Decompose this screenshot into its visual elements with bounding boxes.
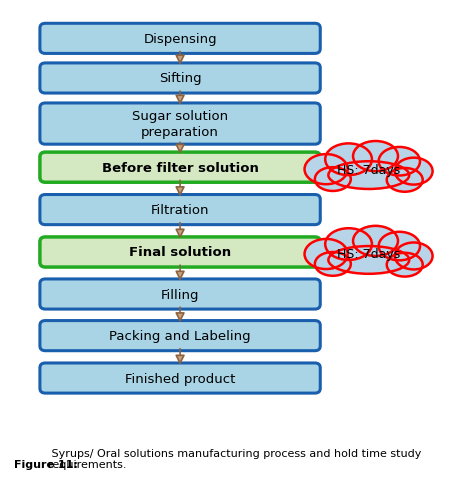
Ellipse shape bbox=[329, 162, 409, 190]
FancyBboxPatch shape bbox=[40, 153, 320, 183]
Text: HS: 7days: HS: 7days bbox=[337, 248, 401, 261]
Text: Before filter solution: Before filter solution bbox=[102, 161, 258, 174]
Ellipse shape bbox=[338, 250, 350, 255]
Ellipse shape bbox=[321, 250, 332, 255]
FancyBboxPatch shape bbox=[40, 64, 320, 94]
FancyBboxPatch shape bbox=[40, 24, 320, 54]
FancyBboxPatch shape bbox=[40, 238, 320, 267]
Ellipse shape bbox=[329, 247, 409, 274]
Ellipse shape bbox=[315, 252, 351, 276]
FancyBboxPatch shape bbox=[40, 104, 320, 145]
Ellipse shape bbox=[395, 243, 432, 270]
Ellipse shape bbox=[379, 232, 420, 261]
FancyBboxPatch shape bbox=[40, 321, 320, 351]
Text: Packing and Labeling: Packing and Labeling bbox=[109, 329, 251, 342]
Text: Syrups/ Oral solutions manufacturing process and hold time study
requirements.: Syrups/ Oral solutions manufacturing pro… bbox=[48, 448, 422, 469]
Ellipse shape bbox=[325, 144, 372, 176]
Ellipse shape bbox=[305, 155, 348, 185]
Ellipse shape bbox=[353, 142, 398, 172]
Text: Filling: Filling bbox=[161, 288, 199, 301]
Text: Sugar solution
preparation: Sugar solution preparation bbox=[132, 110, 228, 139]
Ellipse shape bbox=[387, 253, 423, 277]
FancyBboxPatch shape bbox=[40, 279, 320, 310]
Text: Figure 11:: Figure 11: bbox=[14, 459, 78, 469]
FancyBboxPatch shape bbox=[40, 195, 320, 225]
Ellipse shape bbox=[325, 229, 372, 260]
FancyBboxPatch shape bbox=[40, 363, 320, 393]
Text: Finished product: Finished product bbox=[125, 372, 235, 385]
Ellipse shape bbox=[321, 165, 332, 171]
Ellipse shape bbox=[353, 227, 398, 256]
Text: Dispensing: Dispensing bbox=[143, 33, 217, 46]
Ellipse shape bbox=[305, 240, 348, 269]
Text: HS: 7days: HS: 7days bbox=[337, 163, 401, 176]
Ellipse shape bbox=[338, 165, 350, 171]
Text: Filtration: Filtration bbox=[151, 204, 209, 216]
Ellipse shape bbox=[379, 148, 420, 176]
Text: Final solution: Final solution bbox=[129, 246, 231, 259]
Text: Sifting: Sifting bbox=[159, 72, 201, 85]
Ellipse shape bbox=[395, 158, 432, 185]
Ellipse shape bbox=[387, 168, 423, 192]
Ellipse shape bbox=[315, 168, 351, 192]
